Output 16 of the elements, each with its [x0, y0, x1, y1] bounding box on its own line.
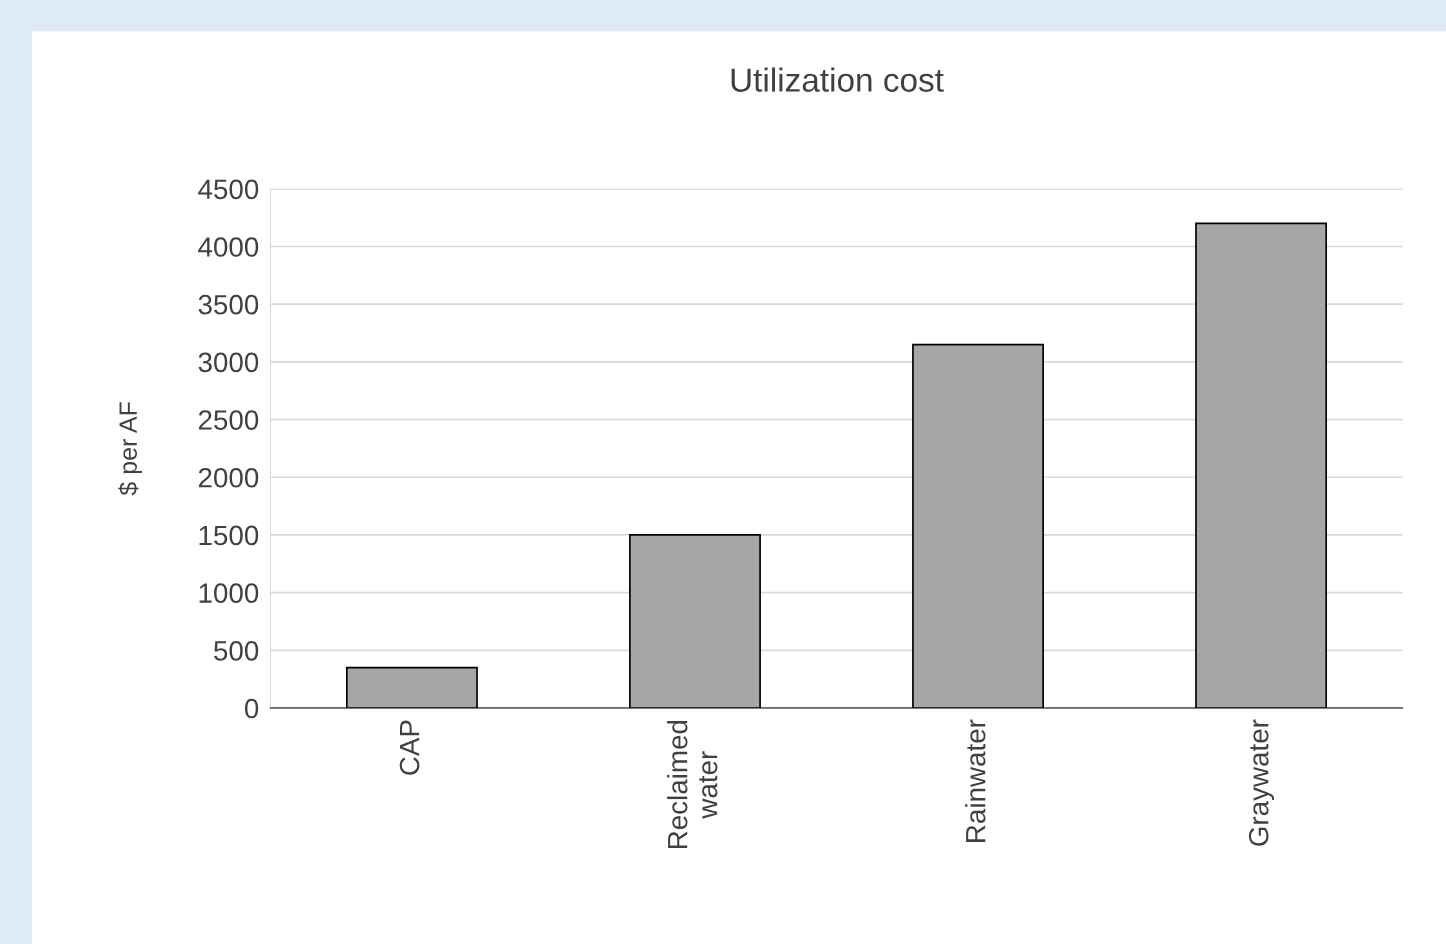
- y-tick-label: 1000: [199, 583, 259, 603]
- y-tick-label: 2000: [198, 467, 259, 488]
- y-tick-label: 4000: [198, 237, 259, 257]
- chart-title: Utilization cost: [731, 67, 944, 92]
- y-tick-label: 3500: [198, 294, 259, 315]
- y-tick-label: 3000: [198, 352, 259, 373]
- y-tick-label: 2500: [198, 410, 259, 430]
- y-tick-label: 500: [214, 640, 259, 661]
- y-axis-title: $ per AF: [118, 402, 142, 496]
- x-tick-label: Rainwater: [965, 719, 986, 842]
- y-tick-label: 4500: [198, 179, 259, 200]
- x-tick-label: Graywater: [1248, 719, 1275, 846]
- y-tick-label: 0: [244, 698, 259, 719]
- y-tick-label: 1500: [199, 525, 259, 546]
- x-tick-label: CAP: [399, 720, 420, 775]
- x-tick-label: Reclaimed water: [667, 720, 718, 849]
